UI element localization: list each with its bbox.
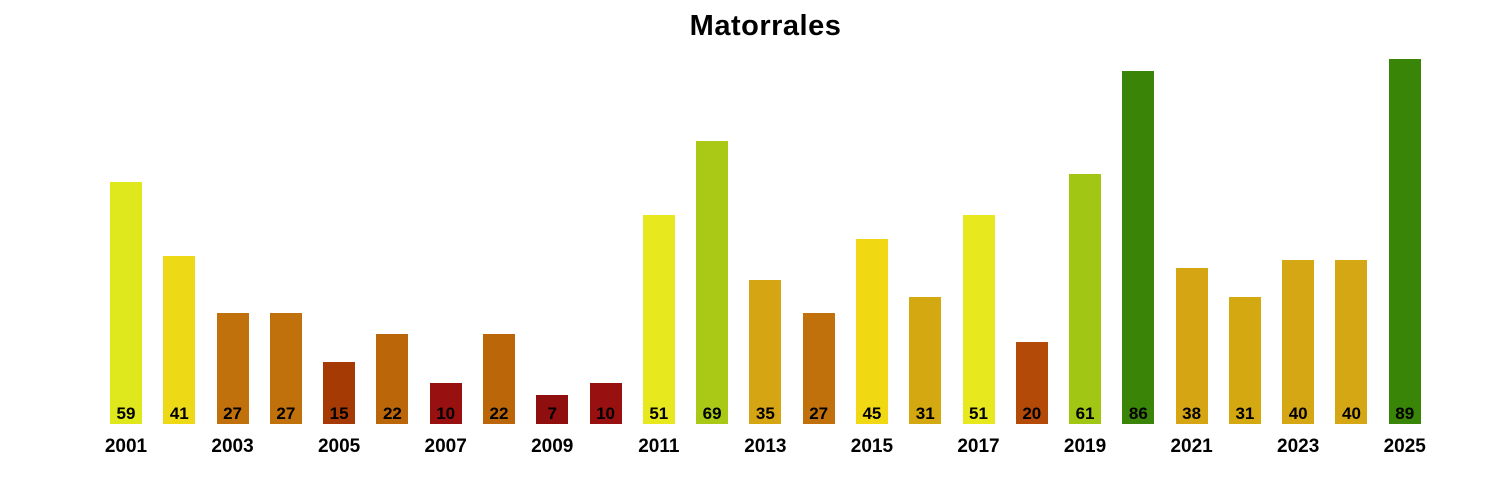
bar-group: 51 2017 bbox=[957, 59, 1000, 457]
bar-value-label: 38 bbox=[1182, 404, 1202, 424]
bar[interactable]: 51 bbox=[642, 215, 675, 424]
bar[interactable]: 27 bbox=[216, 313, 249, 424]
bar-value-label: 61 bbox=[1075, 404, 1095, 424]
bar[interactable]: 7 bbox=[536, 395, 569, 424]
bar-group: 10 2007 bbox=[425, 59, 467, 457]
bar-value-label: 40 bbox=[1288, 404, 1308, 424]
bar-group: 59 2001 bbox=[105, 59, 147, 457]
x-tick-label: 2023 bbox=[1277, 436, 1320, 457]
bar-group: 27 bbox=[269, 59, 302, 424]
bar[interactable]: 51 bbox=[962, 215, 995, 424]
bar-group: 22 bbox=[482, 59, 515, 424]
bar[interactable]: 86 bbox=[1122, 71, 1155, 424]
bar-value-label: 27 bbox=[809, 404, 829, 424]
bar-value-label: 31 bbox=[1235, 404, 1255, 424]
bar-group: 31 bbox=[909, 59, 942, 424]
bar-value-label: 40 bbox=[1342, 404, 1361, 424]
x-tick-label: 2013 bbox=[744, 436, 787, 457]
x-tick-label: 2017 bbox=[957, 436, 1000, 457]
bar-value-label: 69 bbox=[702, 404, 722, 424]
bar-group: 27 2003 bbox=[211, 59, 254, 457]
bar-value-label: 20 bbox=[1022, 404, 1042, 424]
bar-value-label: 27 bbox=[276, 404, 296, 424]
bar[interactable]: 59 bbox=[110, 182, 142, 424]
bar-value-label: 59 bbox=[116, 404, 136, 424]
bar[interactable]: 41 bbox=[163, 256, 196, 424]
chart-title: Matorrales bbox=[689, 10, 842, 42]
bar[interactable]: 40 bbox=[1335, 260, 1368, 424]
bar-group: 7 2009 bbox=[531, 59, 573, 457]
bar-value-label: 22 bbox=[489, 404, 509, 424]
plot-area: 59 2001 41 27 2003 27 15 2005 22 10 bbox=[105, 59, 1426, 457]
bar-group: 38 2021 bbox=[1170, 59, 1213, 457]
bar-value-label: 31 bbox=[915, 404, 935, 424]
bar[interactable]: 69 bbox=[696, 141, 729, 424]
x-tick-label: 2019 bbox=[1063, 436, 1107, 457]
bar-group: 10 bbox=[589, 59, 622, 424]
bar-value-label: 89 bbox=[1395, 404, 1415, 424]
x-tick-label: 2025 bbox=[1383, 436, 1426, 457]
bar-value-label: 27 bbox=[223, 404, 243, 424]
bar-value-label: 35 bbox=[755, 404, 775, 424]
bar-group: 15 2005 bbox=[318, 59, 360, 457]
x-tick-label: 2009 bbox=[531, 436, 574, 457]
x-tick-label: 2001 bbox=[104, 436, 148, 457]
bar-group: 86 bbox=[1122, 59, 1155, 424]
bar[interactable]: 38 bbox=[1175, 268, 1208, 424]
bar-value-label: 15 bbox=[329, 404, 349, 424]
bar-group: 51 2011 bbox=[638, 59, 679, 457]
bar-group: 40 bbox=[1335, 59, 1368, 424]
x-tick-label: 2015 bbox=[850, 436, 894, 457]
bar-group: 31 bbox=[1228, 59, 1261, 424]
bar[interactable]: 45 bbox=[855, 239, 888, 424]
bar[interactable]: 31 bbox=[1228, 297, 1261, 424]
bar[interactable]: 35 bbox=[749, 280, 782, 424]
x-tick-label: 2021 bbox=[1170, 436, 1213, 457]
x-tick-label: 2005 bbox=[317, 436, 361, 457]
bar-value-label: 51 bbox=[969, 404, 988, 424]
bar-group: 41 bbox=[163, 59, 196, 424]
bar[interactable]: 10 bbox=[429, 383, 462, 424]
bar-value-label: 51 bbox=[649, 404, 669, 424]
bar-value-label: 10 bbox=[436, 404, 456, 424]
x-tick-label: 2011 bbox=[638, 436, 680, 457]
bar-group: 35 2013 bbox=[744, 59, 787, 457]
bar[interactable]: 22 bbox=[376, 334, 409, 424]
bar[interactable]: 61 bbox=[1069, 174, 1102, 424]
bar[interactable]: 31 bbox=[909, 297, 942, 424]
bar-group: 27 bbox=[802, 59, 835, 424]
bar[interactable]: 22 bbox=[482, 334, 515, 424]
bar[interactable]: 40 bbox=[1282, 260, 1315, 424]
bar[interactable]: 27 bbox=[802, 313, 835, 424]
bar-group: 45 2015 bbox=[851, 59, 893, 457]
bar[interactable]: 10 bbox=[589, 383, 622, 424]
bar-value-label: 22 bbox=[382, 404, 402, 424]
bar-value-label: 7 bbox=[547, 404, 557, 424]
bar-group: 61 2019 bbox=[1064, 59, 1106, 457]
bar[interactable]: 15 bbox=[323, 362, 356, 424]
x-tick-label: 2007 bbox=[424, 436, 467, 457]
bar-value-label: 45 bbox=[862, 404, 882, 424]
bar-value-label: 10 bbox=[596, 404, 615, 424]
bar-group: 22 bbox=[376, 59, 409, 424]
bar-group: 69 bbox=[696, 59, 729, 424]
bar[interactable]: 89 bbox=[1388, 59, 1421, 424]
bar-group: 40 2023 bbox=[1277, 59, 1319, 457]
x-tick-label: 2003 bbox=[211, 436, 254, 457]
bar-group: 20 bbox=[1015, 59, 1048, 424]
bar[interactable]: 27 bbox=[269, 313, 302, 424]
bar[interactable]: 20 bbox=[1015, 342, 1048, 424]
bar-value-label: 41 bbox=[169, 404, 189, 424]
bar-value-label: 86 bbox=[1128, 404, 1148, 424]
bar-group: 89 2025 bbox=[1384, 59, 1426, 457]
